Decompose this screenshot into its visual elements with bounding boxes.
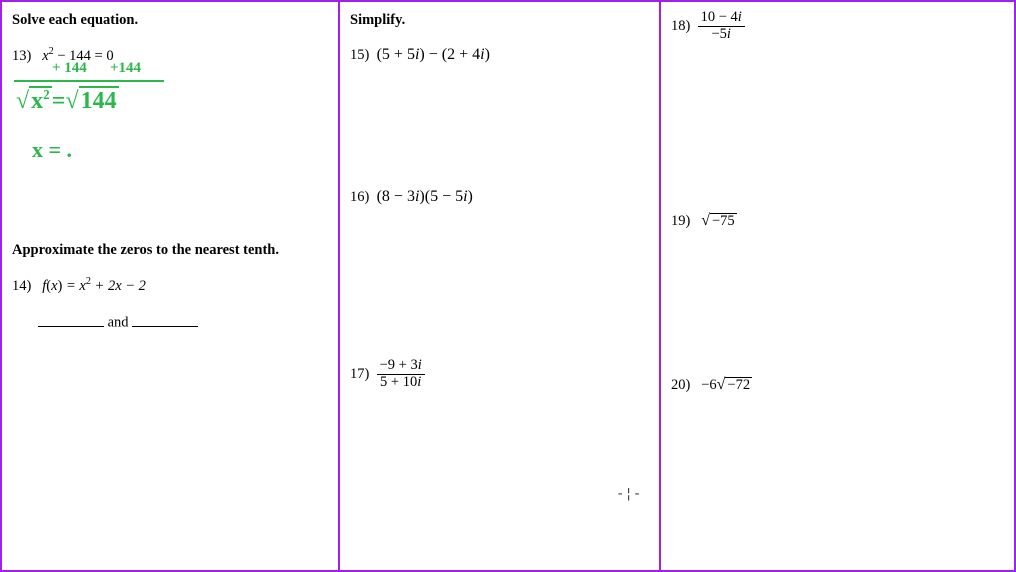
column-1: Solve each equation. 13) x2 − 144 = 0 + … <box>2 2 338 570</box>
handwriting-line1-right: +144 <box>110 60 141 77</box>
problem-14: 14) f(x) = x2 + 2x − 2 <box>12 276 146 295</box>
problem-16: 16) (8 − 3i)(5 − 5i) <box>350 188 473 206</box>
problem-19-expr: √−75 <box>701 213 736 229</box>
problem-18-number: 18) <box>671 18 690 34</box>
problem-18: 18) 10 − 4i −5i <box>671 10 745 43</box>
p14-tail: + 2x − 2 <box>91 278 146 294</box>
problem-16-expr: (8 − 3i)(5 − 5i) <box>377 188 473 205</box>
p20-radicand: −72 <box>725 377 752 393</box>
cursor-icon: -¦- <box>616 486 641 502</box>
problem-13-number: 13) <box>12 48 31 64</box>
p18-numer: 10 − 4i <box>698 10 745 27</box>
p20-coeff: −6 <box>701 377 716 393</box>
problem-20-expr: −6√−72 <box>701 377 752 393</box>
blank-2 <box>132 312 198 327</box>
heading-simplify: Simplify. <box>350 12 405 29</box>
problem-17: 17) −9 + 3i 5 + 10i <box>350 358 425 391</box>
heading-approximate: Approximate the zeros to the nearest ten… <box>12 242 279 259</box>
problem-15: 15) (5 + 5i) − (2 + 4i) <box>350 46 490 64</box>
hw-eq: = <box>52 88 66 114</box>
problem-14-number: 14) <box>12 278 31 294</box>
problem-19-number: 19) <box>671 213 690 229</box>
p17-numer: −9 + 3i <box>377 358 425 375</box>
hw-144: 144 <box>79 86 119 114</box>
problem-20-number: 20) <box>671 377 690 393</box>
hw-x: x <box>31 88 43 114</box>
heading-solve: Solve each equation. <box>12 12 138 29</box>
p14-eq: = x <box>62 278 85 294</box>
column-3: 18) 10 − 4i −5i 19) √−75 20) −6√−72 <box>661 2 1014 570</box>
problem-18-fraction: 10 − 4i −5i <box>698 10 745 43</box>
worksheet-page: Solve each equation. 13) x2 − 144 = 0 + … <box>0 0 1016 572</box>
hw-surd1: √ <box>16 88 29 114</box>
p17-denom: 5 + 10i <box>377 375 425 391</box>
hw-surd2: √ <box>65 88 78 114</box>
hw-x-exp: 2 <box>43 87 50 102</box>
problem-20: 20) −6√−72 <box>671 376 752 394</box>
handwriting-rule <box>14 80 164 82</box>
handwriting-line1-left: + 144 <box>52 60 87 77</box>
column-2: Simplify. 15) (5 + 5i) − (2 + 4i) 16) (8… <box>338 2 661 570</box>
problem-17-fraction: −9 + 3i 5 + 10i <box>377 358 425 391</box>
blank-1 <box>38 312 104 327</box>
handwriting-line2: √x2=√144 <box>16 87 119 115</box>
problem-14-blanks: and <box>38 312 198 332</box>
problem-14-equation: f(x) = x2 + 2x − 2 <box>42 278 146 294</box>
p19-radicand: −75 <box>710 213 737 229</box>
problem-19: 19) √−75 <box>671 212 737 230</box>
p18-denom: −5i <box>698 27 745 43</box>
problem-17-number: 17) <box>350 366 369 382</box>
handwriting-line3: x = . <box>32 137 72 163</box>
problem-16-number: 16) <box>350 189 369 205</box>
problem-15-expr: (5 + 5i) − (2 + 4i) <box>377 46 490 63</box>
blanks-and: and <box>104 315 132 331</box>
problem-15-number: 15) <box>350 47 369 63</box>
